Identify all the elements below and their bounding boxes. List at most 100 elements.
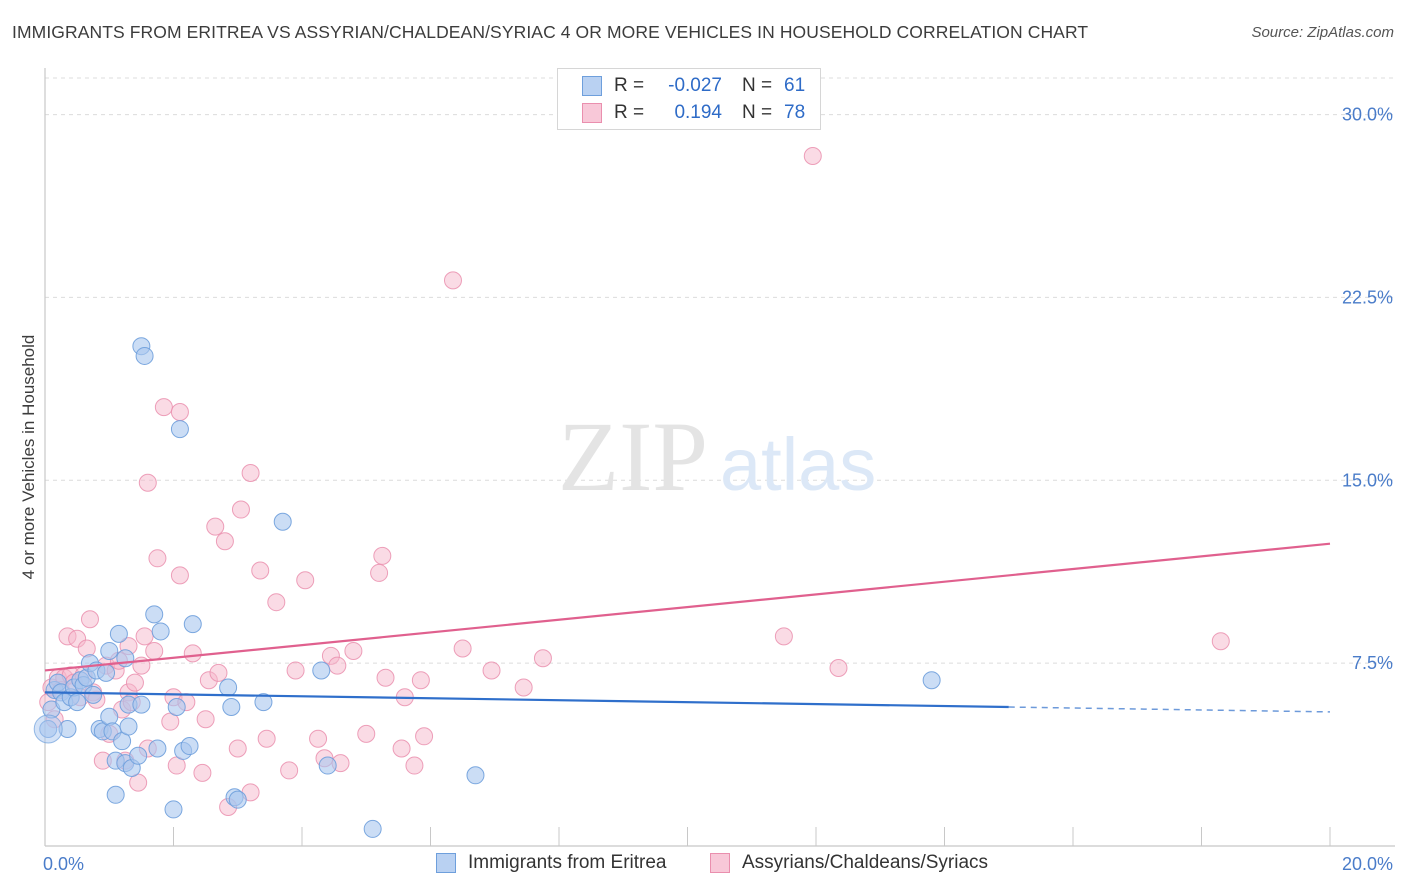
stats-legend: R = -0.027 N = 61 R = 0.194 N = 78 bbox=[557, 68, 821, 130]
pink-point bbox=[154, 398, 173, 417]
pink-point bbox=[803, 147, 822, 166]
blue-swatch bbox=[436, 853, 456, 873]
blue-point bbox=[180, 737, 199, 756]
blue-point bbox=[148, 739, 167, 758]
pink-point bbox=[392, 739, 411, 758]
pink-point bbox=[209, 663, 228, 682]
y-tick-label: 7.5% bbox=[1352, 653, 1393, 673]
n-value: 61 bbox=[784, 75, 806, 96]
r-value: -0.027 bbox=[668, 75, 722, 96]
n-value: 78 bbox=[784, 102, 806, 123]
blue-point bbox=[100, 707, 119, 726]
blue-point-cluster bbox=[33, 714, 63, 744]
chart-title: IMMIGRANTS FROM ERITREA VS ASSYRIAN/CHAL… bbox=[12, 22, 1089, 42]
pink-point bbox=[280, 761, 299, 780]
trend-lines bbox=[44, 542, 1331, 713]
y-tick-label: 15.0% bbox=[1342, 470, 1393, 490]
pink-point bbox=[241, 463, 260, 482]
blue-point bbox=[273, 512, 292, 531]
pink-point bbox=[309, 729, 328, 748]
blue-point bbox=[68, 693, 87, 712]
pink-point bbox=[228, 739, 247, 758]
n-label: N = bbox=[742, 75, 773, 96]
n-label: N = bbox=[742, 102, 773, 123]
axes bbox=[44, 68, 1395, 847]
blue-point bbox=[97, 663, 116, 682]
pink-point bbox=[257, 729, 276, 748]
legend-label: Assyrians/Chaldeans/Syriacs bbox=[742, 852, 989, 873]
blue-trend-line bbox=[44, 691, 1009, 709]
pink-point bbox=[80, 610, 99, 629]
legend-item-eritrea[interactable]: Immigrants from Eritrea bbox=[436, 852, 666, 874]
blue-point bbox=[109, 624, 128, 643]
legend-label: Immigrants from Eritrea bbox=[468, 852, 667, 873]
r-label: R = bbox=[614, 75, 645, 96]
pink-point bbox=[215, 532, 234, 551]
pink-point bbox=[170, 566, 189, 585]
r-value: 0.194 bbox=[674, 102, 722, 123]
watermark-atlas: atlas bbox=[720, 423, 876, 506]
blue-point bbox=[219, 678, 238, 697]
pink-point bbox=[328, 656, 347, 675]
pink-point bbox=[193, 763, 212, 782]
y-tick-label: 22.5% bbox=[1342, 287, 1393, 307]
pink-point bbox=[231, 500, 250, 519]
x-tick-label: 20.0% bbox=[1342, 854, 1393, 874]
blue-point bbox=[254, 693, 273, 712]
blue-point bbox=[312, 661, 331, 680]
pink-point bbox=[183, 644, 202, 663]
pink-point bbox=[170, 403, 189, 422]
pink-point bbox=[251, 561, 270, 580]
r-label: R = bbox=[614, 102, 645, 123]
blue-point bbox=[167, 698, 186, 717]
pink-point bbox=[370, 563, 389, 582]
blue-point bbox=[132, 695, 151, 714]
blue-point bbox=[129, 746, 148, 765]
pink-point bbox=[344, 641, 363, 660]
pink-point bbox=[1211, 632, 1230, 651]
pink-point bbox=[533, 649, 552, 668]
pink-swatch bbox=[710, 853, 730, 873]
pink-point bbox=[514, 678, 533, 697]
blue-point bbox=[119, 717, 138, 736]
legend-item-assyrians[interactable]: Assyrians/Chaldeans/Syriacs bbox=[710, 852, 988, 874]
pink-point bbox=[125, 673, 144, 692]
blue-point bbox=[135, 346, 154, 365]
blue-point bbox=[922, 671, 941, 690]
blue-point bbox=[170, 420, 189, 439]
pink-point bbox=[376, 668, 395, 687]
pink-trend-line bbox=[44, 542, 1331, 672]
pink-point bbox=[829, 659, 848, 678]
stats-row-pink: R = 0.194 N = 78 bbox=[582, 100, 805, 126]
pink-point bbox=[145, 641, 164, 660]
blue-point bbox=[106, 785, 125, 804]
blue-point bbox=[318, 756, 337, 775]
blue-point bbox=[363, 819, 382, 838]
y-tick-label: 30.0% bbox=[1342, 105, 1393, 125]
blue-point bbox=[100, 641, 119, 660]
pink-point bbox=[373, 546, 392, 565]
source-label: Source: ZipAtlas.com bbox=[1251, 24, 1394, 41]
pink-point bbox=[411, 671, 430, 690]
y-tick-labels: 7.5% 15.0% 22.5% 30.0% bbox=[1342, 105, 1393, 674]
blue-point bbox=[84, 685, 103, 704]
blue-point bbox=[183, 615, 202, 634]
blue-trend-extension bbox=[1008, 706, 1331, 713]
series-legend: Immigrants from Eritrea Assyrians/Chalde… bbox=[0, 852, 1406, 878]
pink-point bbox=[138, 473, 157, 492]
pink-point bbox=[415, 727, 434, 746]
blue-point bbox=[164, 800, 183, 819]
stats-row-blue: R = -0.027 N = 61 bbox=[582, 73, 805, 99]
y-axis-label: 4 or more Vehicles in Household bbox=[19, 335, 38, 580]
pink-point bbox=[453, 639, 472, 658]
watermark-zip: ZIP bbox=[558, 401, 708, 512]
pink-point bbox=[774, 627, 793, 646]
pink-point bbox=[482, 661, 501, 680]
pink-swatch bbox=[582, 103, 602, 123]
blue-point bbox=[151, 622, 170, 641]
pink-point bbox=[77, 639, 96, 658]
gridlines bbox=[45, 77, 1395, 664]
blue-point bbox=[222, 698, 241, 717]
pink-point bbox=[135, 627, 154, 646]
